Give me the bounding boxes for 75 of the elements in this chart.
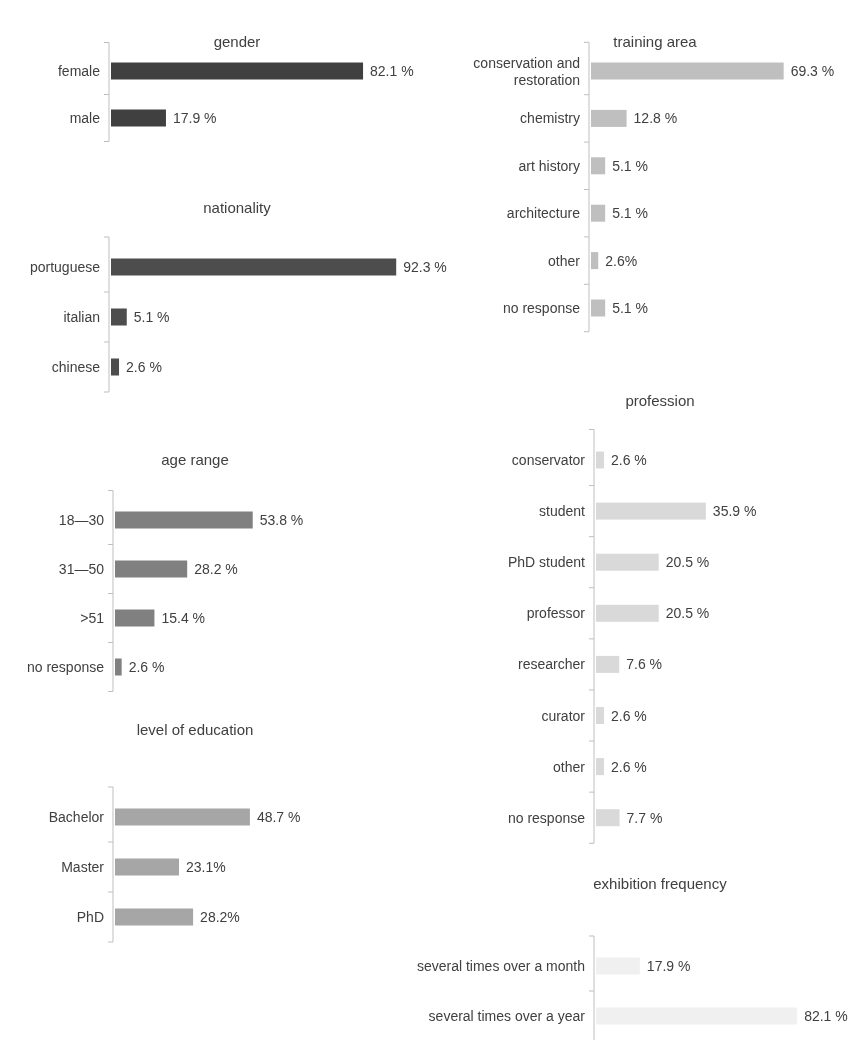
data-label: 28.2 %	[194, 561, 238, 577]
data-label: 5.1 %	[133, 309, 170, 325]
data-label: 48.7 %	[256, 809, 301, 825]
bar	[596, 809, 620, 827]
bar	[115, 560, 188, 578]
data-label: 15.4 %	[161, 610, 206, 626]
bar	[596, 451, 604, 469]
data-label: 92.3 %	[403, 259, 447, 275]
y-tick-label: student	[539, 503, 586, 520]
data-label: 2.6%	[605, 252, 638, 269]
y-tick-label: chinese	[51, 359, 101, 375]
data-label: 20.5 %	[665, 605, 710, 622]
y-tick-label: 31—50	[58, 561, 105, 577]
data-label: 5.1 %	[612, 157, 648, 174]
data-label: 7.6 %	[626, 656, 663, 673]
data-label: 5.1 %	[612, 300, 648, 316]
y-tick-label: conservator	[511, 452, 586, 468]
data-label: 2.6 %	[610, 758, 647, 775]
y-tick-label: portuguese	[29, 259, 101, 275]
bar	[115, 658, 122, 676]
bar	[596, 655, 620, 673]
y-tick-label: female	[57, 63, 101, 79]
y-tick-label: PhD student	[507, 554, 586, 571]
bar	[596, 604, 659, 622]
data-label: 17.9 %	[172, 110, 217, 126]
data-label: 35.9 %	[712, 503, 757, 520]
data-label: 82.1 %	[370, 63, 414, 79]
chart-title: gender	[213, 33, 261, 50]
data-label: 20.5 %	[665, 554, 710, 571]
y-tick-label: several times over a month	[416, 958, 585, 974]
data-label: 2.6 %	[610, 452, 647, 468]
data-label: 5.1 %	[612, 205, 648, 222]
chart-title: training area	[613, 33, 698, 50]
y-tick-label: male	[69, 110, 101, 126]
y-tick-label: Bachelor	[48, 809, 105, 825]
data-label: 2.6 %	[128, 659, 165, 675]
y-tick-label: italian	[63, 309, 100, 325]
data-label: 69.3 %	[790, 63, 835, 79]
y-tick-label: art history	[518, 157, 580, 174]
y-tick-label: researcher	[518, 656, 586, 673]
y-tick-label: no response	[507, 809, 586, 826]
bar	[596, 758, 604, 776]
data-label: 82.1 %	[804, 1008, 848, 1024]
chart-title: profession	[625, 392, 695, 409]
y-tick-label: no response	[26, 659, 105, 675]
data-label: 23.1%	[185, 859, 226, 875]
y-tick-label: 18—30	[58, 512, 105, 528]
bar	[596, 553, 659, 571]
y-tick-label: professor	[526, 605, 586, 622]
y-tick-label: chemistry	[520, 110, 580, 127]
y-tick-label: curator	[541, 707, 586, 724]
data-label: 2.6 %	[610, 707, 647, 724]
bar	[596, 502, 706, 520]
chart-title: level of education	[136, 721, 254, 738]
bar	[596, 707, 604, 724]
data-label: 2.6 %	[126, 359, 162, 375]
chart-title: exhibition frequency	[593, 875, 728, 892]
y-tick-label: other	[553, 758, 586, 775]
y-tick-label: >51	[80, 610, 105, 626]
y-tick-label: architecture	[506, 205, 581, 222]
data-label: 12.8 %	[633, 110, 678, 127]
y-tick-label: no response	[502, 300, 581, 316]
y-tick-label: conservation and restoration	[473, 54, 580, 88]
data-label: 53.8 %	[259, 512, 304, 528]
data-label: 17.9 %	[646, 958, 691, 974]
bar	[115, 511, 253, 529]
data-label: 7.7 %	[626, 809, 663, 826]
bar	[115, 609, 155, 627]
data-label: 28.2%	[200, 909, 240, 925]
y-tick-label: several times over a year	[428, 1008, 586, 1024]
chart-title: nationality	[203, 199, 272, 216]
chart-title: age range	[161, 451, 229, 468]
y-tick-label: other	[548, 252, 581, 269]
y-tick-label: Master	[61, 859, 105, 875]
y-tick-label: PhD	[76, 909, 104, 925]
